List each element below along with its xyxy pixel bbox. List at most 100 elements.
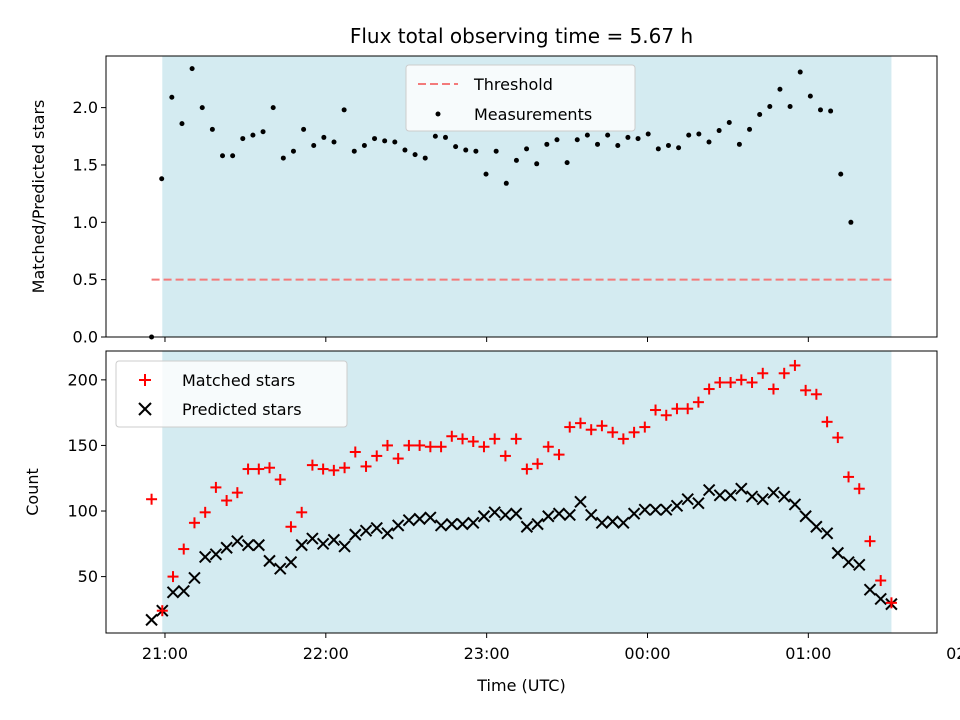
matched-star-marker: [221, 495, 233, 507]
measurement-point: [706, 139, 712, 145]
measurement-point: [311, 142, 317, 148]
bottom-legend: Matched stars Predicted stars: [115, 360, 348, 428]
matched-star-marker: [585, 424, 597, 436]
legend-threshold-label: Threshold: [473, 75, 553, 94]
measurement-point: [696, 131, 702, 137]
predicted-star-marker: [327, 533, 341, 547]
predicted-star-marker: [853, 558, 866, 572]
measurement-point: [584, 132, 590, 138]
predicted-star-marker: [231, 534, 244, 548]
measurement-point: [483, 171, 489, 177]
predicted-star-marker: [574, 495, 587, 509]
predicted-star-marker: [381, 527, 394, 540]
matched-star-marker: [532, 458, 544, 470]
predicted-star-marker: [713, 489, 727, 502]
measurement-point: [341, 107, 347, 113]
predicted-star-marker: [338, 540, 351, 553]
matched-star-marker: [735, 374, 747, 386]
matched-star-marker: [885, 597, 897, 609]
bottom-legend-box: [115, 360, 348, 428]
measurement-point: [220, 153, 226, 159]
matched-star-marker: [596, 420, 608, 432]
measurement-point: [260, 129, 266, 135]
matched-star-marker: [178, 543, 190, 555]
measurement-point: [199, 105, 205, 111]
matched-star-marker: [424, 441, 436, 453]
predicted-star-marker: [831, 546, 845, 560]
predicted-star-marker: [788, 498, 802, 511]
predicted-star-marker: [627, 507, 641, 520]
bottom-panel: 50 100 150 200 21:00 22:00 23:00 00:00 01:00 02:…: [23, 350, 960, 695]
measurement-point: [554, 137, 560, 143]
measurement-point: [351, 148, 357, 154]
predicted-star-marker: [617, 516, 630, 530]
matched-star-marker: [607, 426, 619, 438]
legend-matched-label: Matched stars: [182, 371, 295, 390]
matched-star-marker: [650, 404, 662, 416]
predicted-star-marker: [177, 584, 190, 598]
predicted-star-marker: [810, 520, 823, 533]
top-panel: 0.0 0.5 1.0 1.5 2.0 Flux total observing tim…: [29, 24, 938, 347]
x-tick-label: 23:00: [464, 644, 510, 663]
legend-predicted-swatch: [138, 402, 152, 416]
predicted-star-marker: [198, 550, 212, 564]
matched-star-marker: [553, 449, 565, 461]
predicted-star-marker: [359, 524, 373, 537]
measurement-point: [361, 142, 367, 148]
predicted-star-marker: [295, 538, 308, 552]
predicted-star-marker: [649, 503, 662, 516]
predicted-star-marker: [563, 508, 576, 522]
matched-star-marker: [489, 433, 501, 445]
y-tick-label: 150: [67, 436, 98, 455]
measurement-point: [777, 86, 783, 92]
measurement-point: [331, 139, 337, 145]
measurement-point: [595, 141, 601, 147]
measurement-point: [402, 147, 408, 153]
measurement-point: [179, 121, 185, 127]
matched-star-marker: [864, 535, 876, 547]
matched-star-marker: [285, 521, 297, 533]
predicted-star-marker: [767, 486, 780, 499]
top-y-axis-label: Matched/Predicted stars: [29, 100, 48, 294]
measurement-point: [716, 128, 722, 134]
measurement-point: [534, 161, 540, 167]
y-tick-label: 1.0: [73, 213, 98, 232]
measurement-point: [453, 144, 459, 150]
predicted-star-marker: [692, 496, 705, 510]
matched-star-marker: [253, 463, 265, 475]
matched-star-marker: [853, 483, 865, 495]
legend-predicted-label: Predicted stars: [182, 400, 302, 419]
top-axes-frame: [105, 55, 938, 338]
measurement-point: [564, 160, 570, 166]
predicted-star-marker: [531, 517, 544, 531]
chart-title: Flux total observing time = 5.67 h: [350, 24, 693, 48]
measurement-point: [321, 134, 327, 140]
y-tick-label: 2.0: [73, 98, 98, 117]
matched-star-marker: [660, 409, 672, 421]
matched-star-marker: [328, 464, 340, 476]
measurement-point: [301, 126, 307, 132]
matched-star-marker: [521, 463, 533, 475]
measurement-point: [797, 69, 803, 75]
matched-star-marker: [296, 506, 308, 518]
measurement-point: [838, 171, 844, 177]
predicted-star-marker: [638, 503, 652, 516]
measurement-points: [149, 66, 854, 340]
predicted-star-marker: [241, 538, 255, 552]
matched-star-marker: [767, 383, 779, 395]
matched-star-marker: [682, 403, 694, 415]
bottom-x-ticks: 21:00 22:00 23:00 00:00 01:00 02:00: [142, 633, 960, 663]
bottom-y-ticks: 50 100 150 200: [67, 370, 106, 586]
measurement-point: [240, 136, 246, 142]
predicted-star-marker: [660, 503, 673, 516]
predicted-star-marker: [520, 520, 534, 533]
measurement-point: [655, 146, 661, 152]
predicted-star-marker: [477, 510, 491, 523]
predicted-star-marker: [777, 490, 791, 503]
measurement-point: [574, 137, 580, 143]
top-legend-box: [405, 64, 636, 132]
measurement-point: [432, 133, 438, 139]
predicted-star-marker: [370, 521, 383, 535]
matched-star-marker: [317, 463, 329, 475]
matched-star-marker: [564, 421, 576, 433]
